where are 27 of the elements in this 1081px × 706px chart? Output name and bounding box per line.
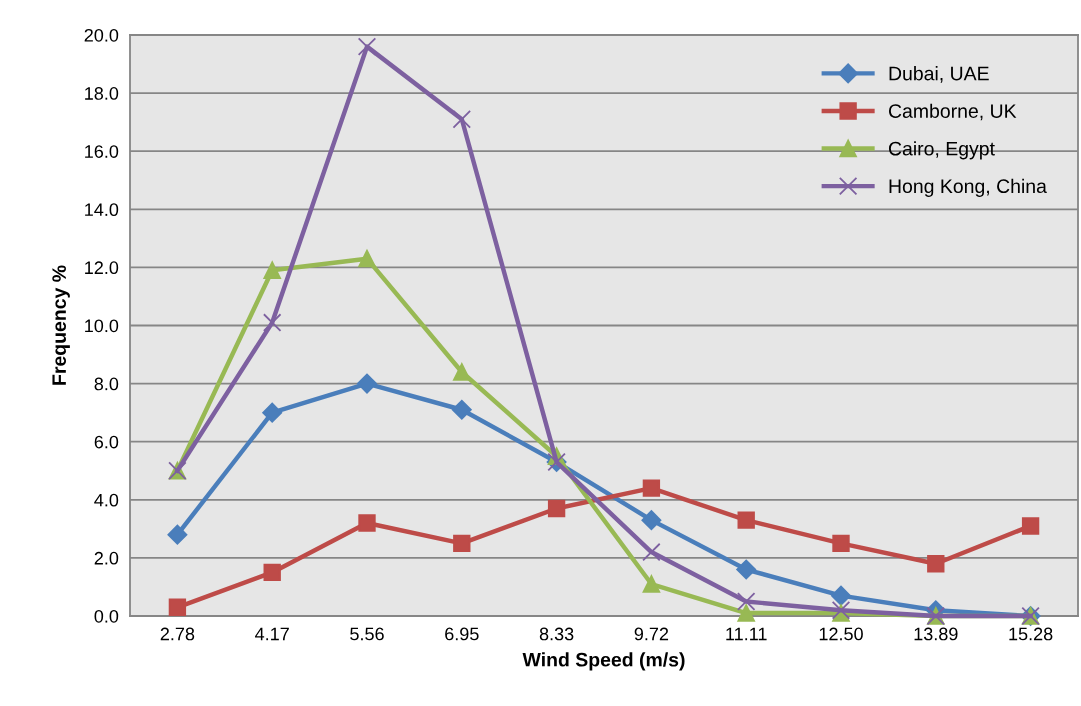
x-tick-label: 13.89 <box>914 627 958 641</box>
x-axis-title: Wind Speed (m/s) <box>522 652 685 671</box>
x-tick-label: 5.56 <box>350 627 384 641</box>
legend-label: Camborne, UK <box>888 103 1017 121</box>
y-tick-label: 2.0 <box>94 551 119 565</box>
y-tick-label: 16.0 <box>85 145 119 158</box>
y-tick-label: 20.0 <box>84 28 119 42</box>
legend-label: Dubai, UAE <box>889 66 989 83</box>
y-tick-label: 8.0 <box>94 377 119 391</box>
y-tick-label: 10.0 <box>85 319 119 333</box>
y-tick-label: 14.0 <box>85 203 119 217</box>
x-tick-label: 4.17 <box>255 627 289 641</box>
x-tick-label: 9.72 <box>634 627 669 641</box>
x-tick-label: 11.11 <box>726 627 767 641</box>
x-tick-label: 2.78 <box>160 627 195 641</box>
y-tick-label: 0.0 <box>94 609 119 623</box>
x-tick-label: 12.50 <box>819 627 863 641</box>
y-axis-title: Frequency % <box>52 265 70 385</box>
y-tick-label: 4.0 <box>94 493 119 507</box>
legend-label: Hong Kong, China <box>889 178 1047 197</box>
legend-label: Cairo, Egypt <box>888 141 995 160</box>
x-tick-label: 15.28 <box>1009 627 1053 641</box>
y-tick-label: 18.0 <box>85 87 119 100</box>
y-tick-label: 12.0 <box>85 261 119 275</box>
y-tick-label: 6.0 <box>94 435 119 449</box>
x-tick-label: 6.95 <box>445 627 479 641</box>
x-tick-label: 8.33 <box>539 627 574 641</box>
